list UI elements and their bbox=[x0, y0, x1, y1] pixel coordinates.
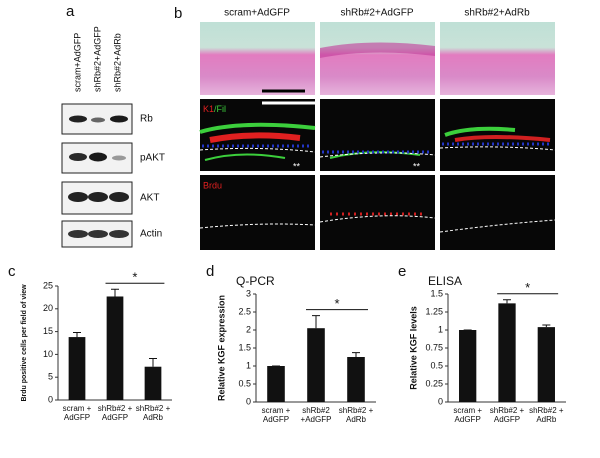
mark: ** bbox=[413, 161, 421, 171]
mark: ** bbox=[293, 161, 301, 171]
y-tick-label: 10 bbox=[43, 349, 53, 359]
x-tick-label-text: scram + AdGFP bbox=[261, 406, 291, 424]
y-tick-label: 3 bbox=[246, 288, 251, 298]
micrographs bbox=[199, 22, 556, 250]
panel-label: c bbox=[8, 263, 16, 280]
y-tick-label: 0 bbox=[48, 394, 53, 404]
bar bbox=[537, 327, 555, 402]
stain-label: /Fil bbox=[214, 104, 226, 114]
chart-title: Q-PCR bbox=[236, 274, 275, 288]
row-label: Rb bbox=[140, 114, 153, 125]
x-tick-label-text: shRb#2 + AdRb bbox=[338, 406, 374, 424]
row-label: pAKT bbox=[140, 153, 165, 164]
lane-label: shRb#2+AdGFP bbox=[92, 26, 102, 92]
bar bbox=[459, 330, 477, 402]
svg-text:K1/Fil: K1/Fil bbox=[203, 104, 226, 114]
x-tick-label: shRb#2 + AdGFP bbox=[489, 406, 525, 424]
bar bbox=[106, 296, 124, 400]
y-tick-label: 20 bbox=[43, 303, 53, 313]
row-label: AKT bbox=[140, 193, 159, 204]
x-tick-label-text: shRb#2 + AdGFP bbox=[489, 406, 525, 424]
chart-title: ELISA bbox=[428, 274, 462, 288]
y-tick-label: 1.5 bbox=[238, 342, 251, 352]
y-tick-label: 0 bbox=[438, 396, 443, 406]
y-tick-label: 15 bbox=[43, 326, 53, 336]
bar bbox=[144, 366, 162, 400]
bar bbox=[267, 366, 285, 402]
column-label: scram+AdGFP bbox=[224, 8, 290, 19]
bar bbox=[347, 357, 365, 402]
x-tick-label: shRb#2 + AdRb bbox=[338, 406, 374, 424]
error-bar bbox=[111, 288, 119, 297]
lane-label: scram+AdGFP bbox=[72, 33, 82, 92]
y-tick-label: 1 bbox=[438, 324, 443, 334]
panel-label: d bbox=[206, 263, 214, 280]
x-tick-label-text: scram + AdGFP bbox=[453, 406, 482, 424]
significance-mark: * bbox=[132, 270, 137, 285]
x-tick-label-text: shRb#2 + AdRb bbox=[135, 404, 171, 422]
x-tick-label: shRb#2 + AdRb bbox=[135, 404, 171, 422]
blot-strips bbox=[61, 103, 133, 248]
x-tick-label: scram + AdGFP bbox=[453, 406, 482, 424]
y-tick-label: 0.25 bbox=[425, 378, 443, 388]
column-label: shRb#2+AdGFP bbox=[340, 8, 413, 19]
error-bar bbox=[352, 352, 360, 357]
y-tick-label: 1.5 bbox=[430, 288, 443, 298]
error-bar bbox=[73, 332, 81, 338]
panel-label: a bbox=[66, 3, 75, 20]
error-bar bbox=[542, 324, 551, 328]
y-tick-label: 1 bbox=[246, 360, 251, 370]
x-tick-label-text: scram + AdGFP bbox=[62, 404, 92, 422]
panel-label: b bbox=[174, 5, 182, 22]
y-tick-label: 0.75 bbox=[425, 342, 443, 352]
y-axis-label: Relative KGF levels bbox=[408, 306, 418, 390]
x-tick-label: shRb#2 +AdGFP bbox=[300, 406, 332, 424]
bar bbox=[68, 337, 86, 400]
y-tick-label: 2.5 bbox=[238, 306, 251, 316]
y-tick-label: 1.25 bbox=[425, 306, 443, 316]
panel-label: e bbox=[398, 263, 406, 280]
x-tick-label: shRb#2 + AdGFP bbox=[97, 404, 133, 422]
bar bbox=[498, 303, 516, 402]
x-tick-label: scram + AdGFP bbox=[261, 406, 291, 424]
error-bar bbox=[312, 315, 320, 329]
significance-mark: * bbox=[525, 280, 530, 295]
stain-label: Brdu bbox=[203, 180, 222, 190]
significance-mark: * bbox=[334, 296, 339, 311]
y-tick-label: 0.5 bbox=[430, 360, 443, 370]
y-tick-label: 25 bbox=[43, 280, 53, 290]
error-bar bbox=[149, 358, 157, 367]
y-tick-label: 2 bbox=[246, 324, 251, 334]
x-tick-label-text: shRb#2 +AdGFP bbox=[300, 406, 332, 424]
bar bbox=[307, 328, 325, 402]
lane-label: shRb#2+AdRb bbox=[112, 33, 122, 92]
x-tick-label-text: shRb#2 + AdGFP bbox=[97, 404, 133, 422]
column-label: shRb#2+AdRb bbox=[464, 8, 530, 19]
x-tick-label: shRb#2 + AdRb bbox=[529, 406, 564, 424]
y-axis-label: Brdu positive cells per field of view bbox=[21, 284, 28, 402]
y-tick-label: 0.5 bbox=[238, 378, 251, 388]
y-axis-label: Relative KGF expression bbox=[216, 295, 226, 401]
y-tick-label: 5 bbox=[48, 372, 53, 382]
row-label: Actin bbox=[140, 229, 162, 240]
y-tick-label: 0 bbox=[246, 396, 251, 406]
stain-label: K1 bbox=[203, 104, 214, 114]
x-tick-label: scram + AdGFP bbox=[62, 404, 92, 422]
error-bar bbox=[503, 299, 511, 304]
x-tick-label-text: shRb#2 + AdRb bbox=[529, 406, 564, 424]
